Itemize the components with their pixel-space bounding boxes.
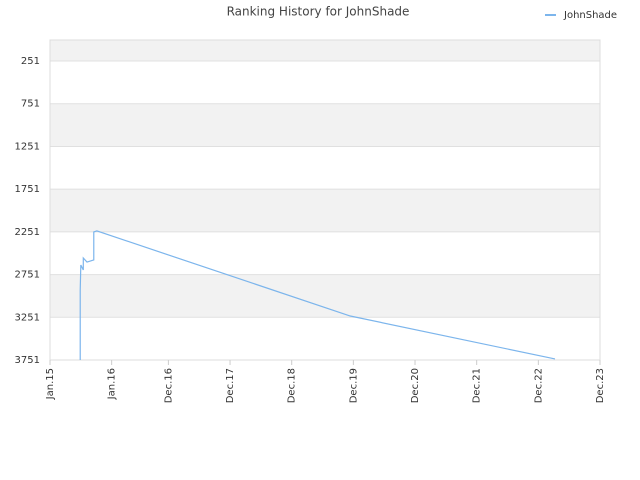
x-tick-label: Dec.17 bbox=[225, 368, 236, 403]
y-tick-label: 251 bbox=[21, 56, 40, 67]
x-tick-label: Dec.22 bbox=[533, 368, 544, 403]
x-tick-label: Jan.15 bbox=[45, 368, 56, 400]
y-tick-label: 2251 bbox=[15, 227, 40, 238]
y-tick-label: 3251 bbox=[15, 312, 40, 323]
x-tick-label: Dec.18 bbox=[287, 368, 298, 403]
x-tick-label: Dec.19 bbox=[348, 368, 359, 403]
x-tick-label: Dec.21 bbox=[472, 368, 483, 403]
plot-frame bbox=[49, 39, 601, 361]
band bbox=[50, 103, 600, 147]
x-tick-label: Dec.16 bbox=[163, 368, 174, 403]
x-tick-label: Jan.16 bbox=[107, 368, 118, 400]
x-tick-label: Dec.20 bbox=[410, 368, 421, 403]
y-tick-label: 3751 bbox=[15, 355, 40, 366]
y-tick-label: 1251 bbox=[15, 141, 40, 152]
band bbox=[50, 189, 600, 232]
y-tick-label: 2751 bbox=[15, 270, 40, 281]
band bbox=[50, 274, 600, 318]
series-line bbox=[79, 230, 556, 360]
x-tick-label: Dec.23 bbox=[595, 368, 606, 403]
band bbox=[50, 40, 600, 62]
legend-label: JohnShade bbox=[563, 10, 617, 21]
y-tick-label: 1751 bbox=[15, 184, 40, 195]
y-tick-label: 751 bbox=[21, 99, 40, 110]
chart-title: Ranking History for JohnShade bbox=[227, 5, 410, 19]
